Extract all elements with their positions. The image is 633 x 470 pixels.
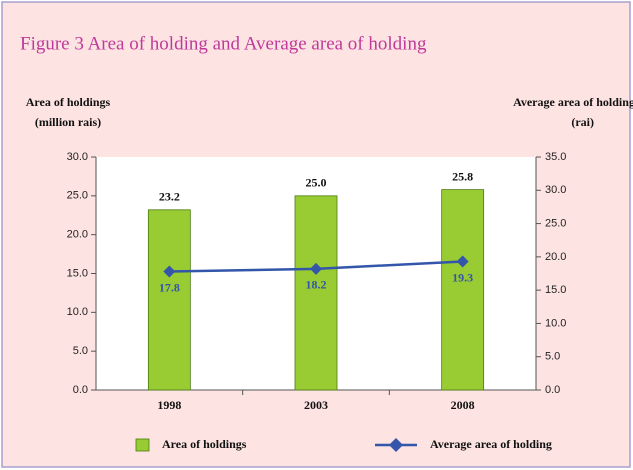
chart-title: Figure 3 Area of holding and Average are… bbox=[20, 33, 427, 54]
y2-tick-label: 25.0 bbox=[545, 217, 566, 229]
y2-tick-label: 5.0 bbox=[545, 351, 560, 363]
line-value-label: 19.3 bbox=[452, 270, 473, 284]
y-tick-label: 20.0 bbox=[67, 229, 88, 241]
y-tick-label: 5.0 bbox=[73, 345, 88, 357]
y2-tick-label: 0.0 bbox=[545, 384, 560, 396]
x-tick-label: 1998 bbox=[157, 398, 181, 412]
bar bbox=[294, 195, 338, 391]
line-marker bbox=[163, 265, 176, 278]
legend-label: Area of holdings bbox=[162, 437, 247, 451]
line-value-label: 17.8 bbox=[159, 280, 180, 294]
bar-value-label: 25.8 bbox=[452, 169, 473, 183]
y-tick-label: 15.0 bbox=[67, 267, 88, 279]
y2-tick-label: 30.0 bbox=[545, 184, 566, 196]
y2-tick-label: 15.0 bbox=[545, 284, 566, 296]
legend-label: Average area of holding bbox=[430, 437, 552, 451]
y2-axis-label: Average area of holding bbox=[513, 95, 633, 109]
line-marker bbox=[310, 262, 322, 275]
y2-tick-label: 10.0 bbox=[545, 317, 566, 329]
y-tick-label: 0.0 bbox=[73, 384, 88, 396]
y-tick-label: 30.0 bbox=[67, 151, 88, 163]
legend-swatch bbox=[135, 438, 150, 452]
y-axis-label: Area of holdings bbox=[26, 95, 111, 109]
y-axis-label: (million rais) bbox=[35, 115, 101, 129]
line-marker bbox=[456, 255, 469, 268]
legend-swatch bbox=[389, 438, 403, 452]
x-tick-label: 2003 bbox=[304, 398, 328, 412]
bar bbox=[147, 209, 191, 391]
bar bbox=[441, 189, 485, 391]
line-value-label: 18.2 bbox=[306, 278, 327, 292]
y-tick-label: 25.0 bbox=[67, 190, 88, 202]
y2-axis-label: (rai) bbox=[571, 115, 594, 129]
y2-tick-label: 20.0 bbox=[545, 251, 566, 263]
x-tick-label: 2008 bbox=[451, 398, 475, 412]
bar-value-label: 25.0 bbox=[306, 176, 327, 190]
bar-value-label: 23.2 bbox=[159, 190, 180, 204]
y2-tick-label: 35.0 bbox=[545, 151, 566, 163]
y-tick-label: 10.0 bbox=[67, 306, 88, 318]
